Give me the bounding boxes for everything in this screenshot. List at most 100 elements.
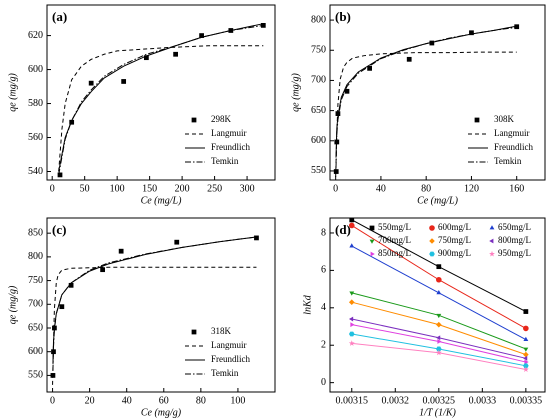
y-tick-label: 620 [28,30,43,41]
data-point [348,340,355,346]
data-point [344,88,350,94]
data-point [349,217,355,223]
legend-marker [370,251,375,257]
data-point [522,366,529,373]
data-point [118,248,124,254]
x-tick-label: 0.00335 [510,395,543,406]
panel-label: (c) [52,222,66,237]
data-point [436,276,442,283]
fit-line [335,26,517,168]
y-tick-label: 650 [28,322,43,333]
panel-label: (a) [52,9,67,24]
data-point [59,304,65,310]
data-point [523,347,529,352]
x-tick-label: 160 [509,183,524,194]
legend-marker [489,250,495,257]
legend-marker [369,225,375,231]
legend-label: Freundlich [494,142,533,152]
legend-label: 700mg/L [378,235,411,245]
y-tick-label: 8 [321,227,326,238]
legend-label: 550mg/L [378,222,411,232]
plot-frame [329,4,546,181]
data-point [100,267,105,273]
y-tick-label: 6 [321,265,326,276]
data-point [349,243,355,248]
legend-label: Langmuir [494,128,530,138]
y-tick-label: 550 [311,165,326,176]
y-axis-label: lnKd [302,294,313,314]
y-tick-label: 4 [321,302,326,313]
x-tick-label: 0.0033 [469,395,497,406]
data-point [436,321,442,328]
data-point [523,351,529,358]
plot-frame [329,217,546,393]
x-tick-label: 100 [110,183,125,194]
legend-label: Freundlich [211,142,250,152]
fit-line [351,324,526,363]
fit-line [335,51,517,177]
data-point [437,339,442,344]
data-point [348,299,355,305]
plot-frame [46,217,276,393]
panel-label: (d) [335,222,351,237]
x-tick-label: 0 [333,183,338,194]
y-axis-label: qe (mg/g) [7,73,18,112]
data-point [524,359,529,365]
plot-frame [46,4,276,181]
y-tick-label: 2 [321,340,326,351]
y-tick-label: 580 [28,98,43,109]
legend-marker [191,117,197,123]
legend-label: 650mg/L [498,222,531,232]
y-tick-label: 550 [28,370,43,381]
fit-line [58,24,264,175]
x-tick-label: 80 [421,183,431,194]
data-point [436,290,442,295]
x-tick-label: 60 [159,395,169,406]
legend-marker [489,225,495,230]
data-point [436,313,442,319]
legend-marker [191,329,197,335]
legend-label: Langmuir [211,340,247,350]
data-point [523,363,529,369]
data-point [348,316,354,322]
data-point [523,355,528,361]
y-tick-label: 0 [321,377,326,388]
fit-line [52,266,257,385]
data-point [523,325,529,332]
y-tick-label: 600 [311,135,326,146]
y-tick-label: 700 [311,75,326,86]
x-axis-label: Ce (mg/L) [417,195,459,206]
data-point [348,222,355,229]
x-tick-label: 0.00325 [423,395,456,406]
data-point [173,51,178,57]
y-axis-label: qe (mg/g) [7,285,18,324]
legend-label: Langmuir [211,128,247,138]
data-point [254,235,259,241]
x-tick-label: 40 [376,183,386,194]
fit-line [58,45,264,172]
legend-label: 950mg/L [498,248,531,258]
y-tick-label: 600 [28,64,43,75]
x-tick-label: 0 [50,183,55,194]
x-tick-label: 0 [50,395,55,406]
legend-marker [429,251,435,257]
legend-label: Temkin [211,156,239,166]
x-tick-label: 150 [142,183,157,194]
data-point [349,291,355,296]
data-point [174,239,180,245]
x-tick-label: 200 [175,183,190,194]
legend-marker [369,239,375,244]
x-tick-label: 80 [196,395,206,406]
x-tick-label: 120 [464,183,479,194]
legend-label: 308K [494,114,515,124]
panel-label: (b) [335,9,351,24]
legend-label: Temkin [211,368,239,378]
y-tick-label: 750 [311,45,326,56]
legend-marker [474,117,480,123]
legend-label: Freundlich [211,354,250,364]
data-point [57,172,63,178]
legend-marker [489,238,494,244]
y-axis-label: qe (mg/g) [290,73,301,112]
y-tick-label: 650 [311,105,326,116]
